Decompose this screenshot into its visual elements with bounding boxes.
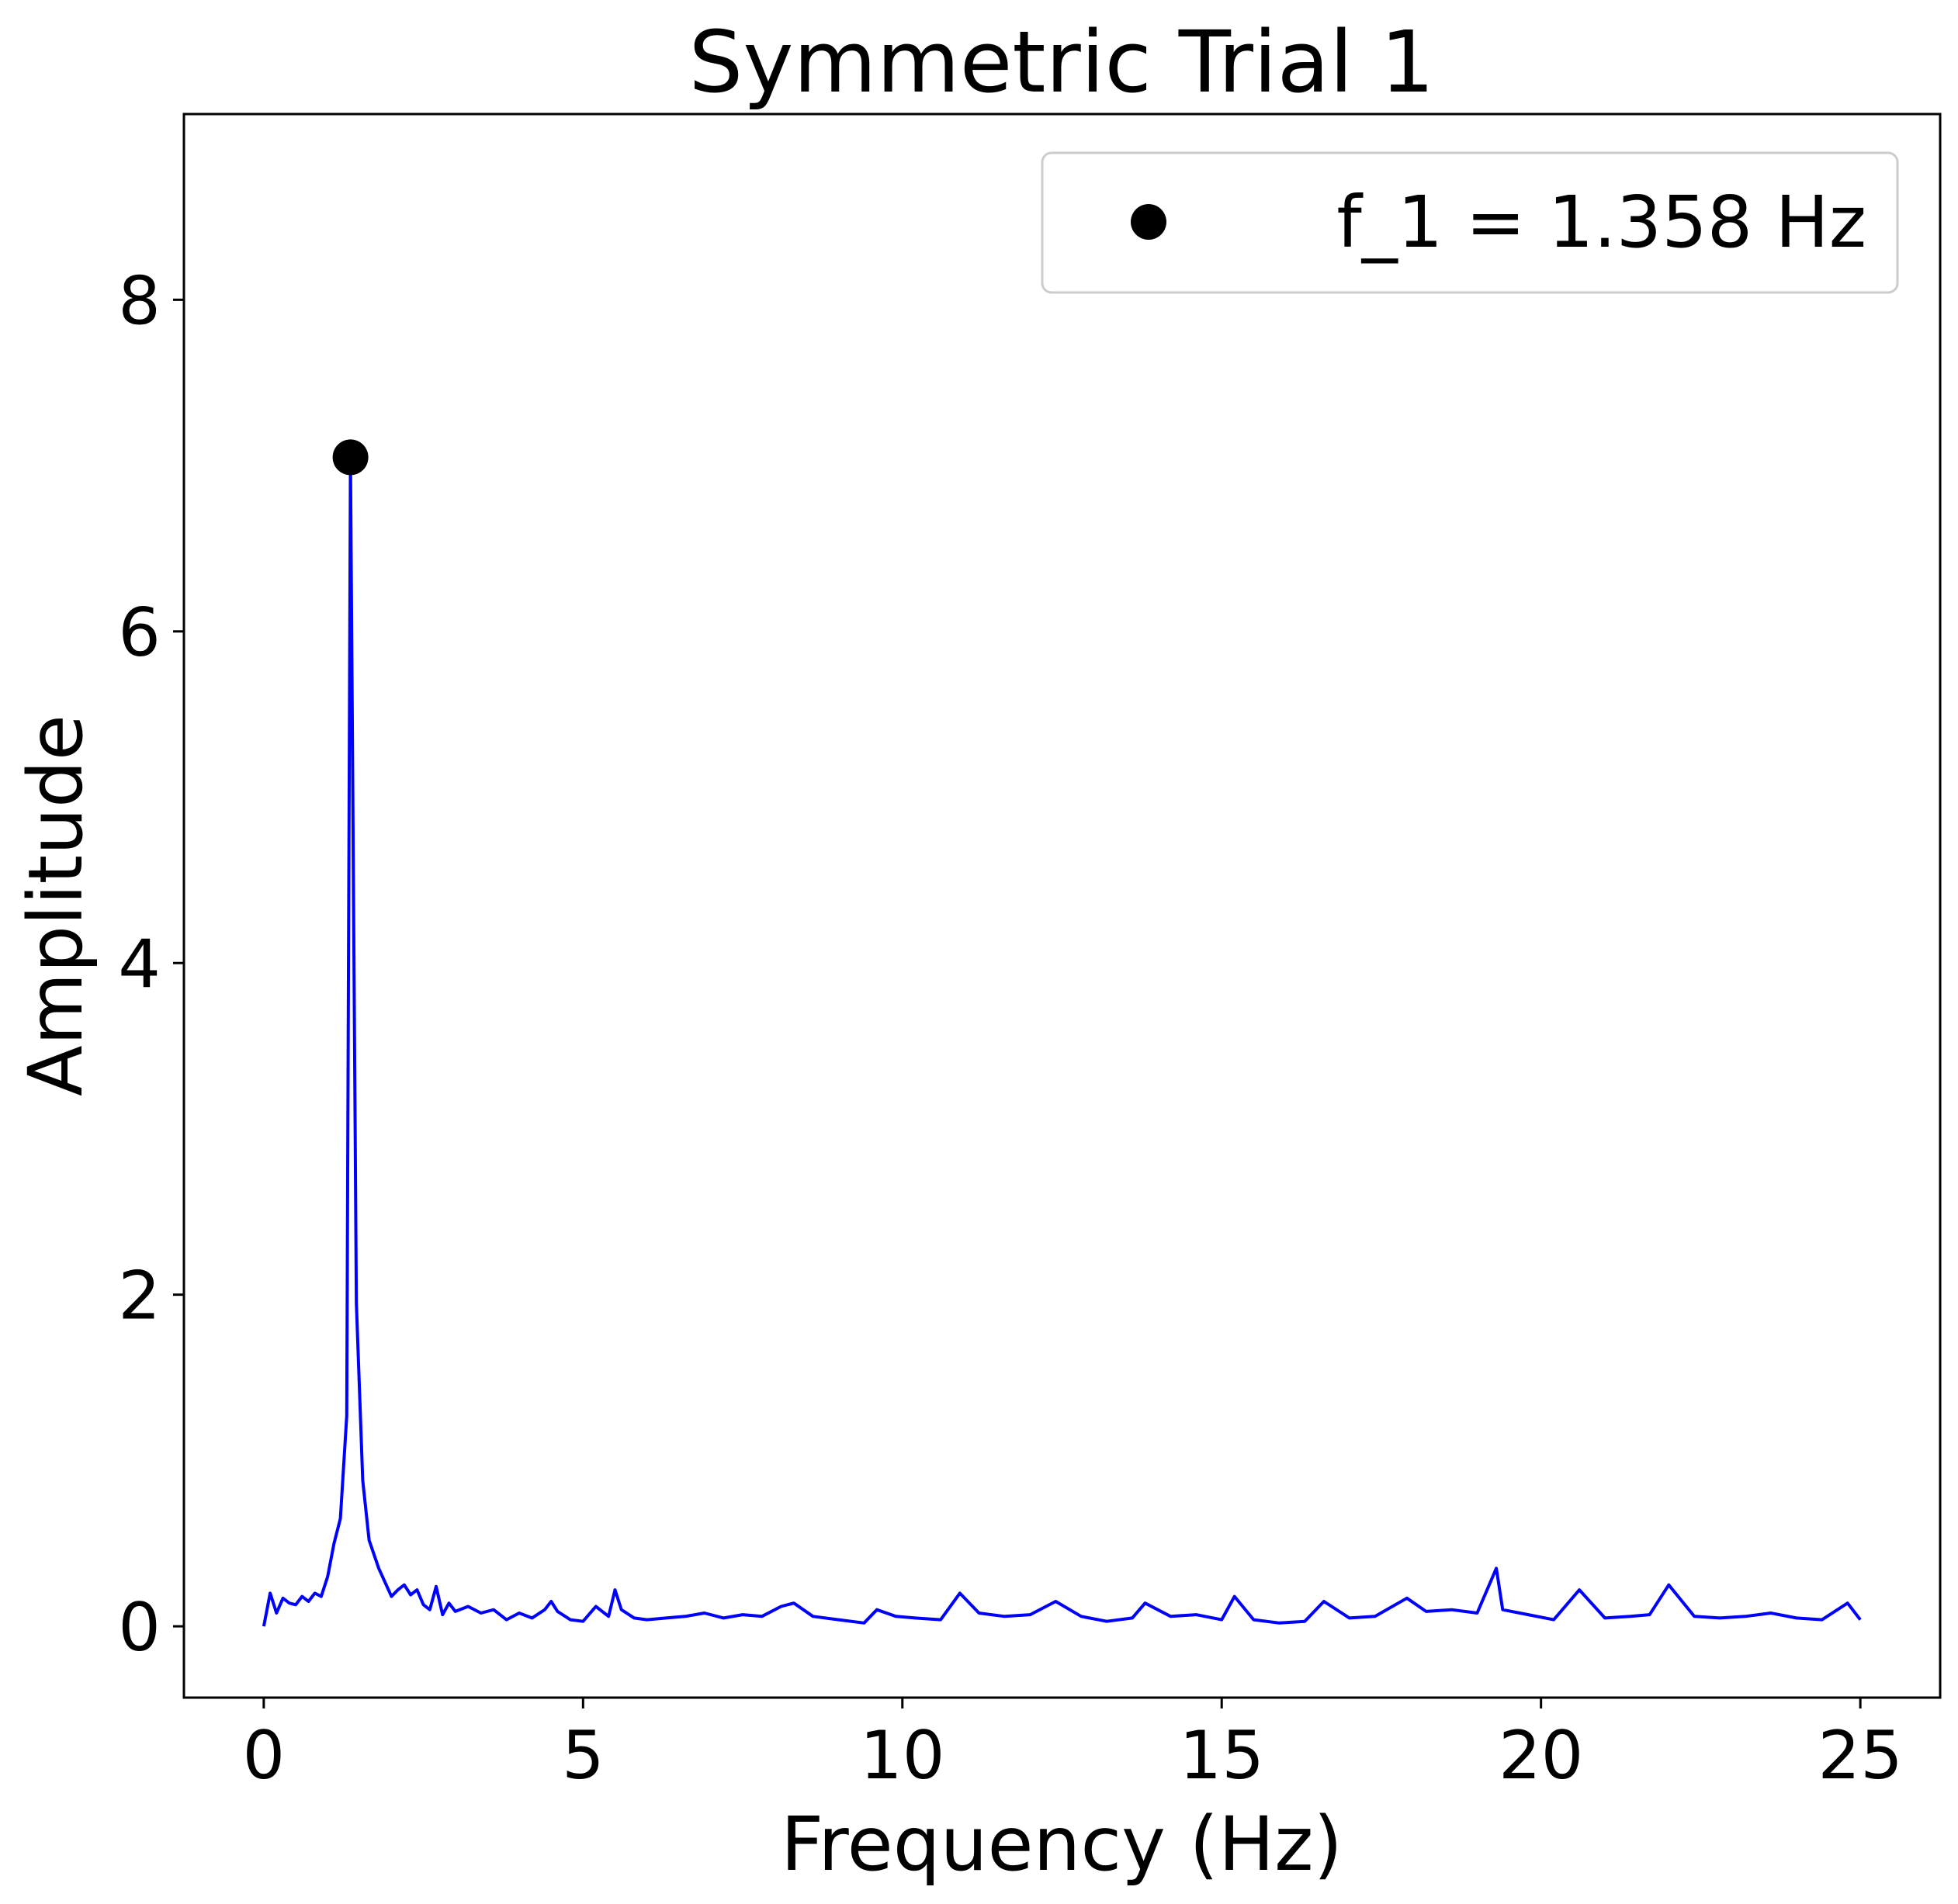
x-tick-label: 20 — [1499, 1717, 1583, 1795]
x-axis-label: Frequency (Hz) — [781, 1801, 1343, 1888]
y-tick-label: 8 — [118, 262, 161, 340]
legend-label: f_1 = 1.358 Hz — [1336, 181, 1866, 264]
x-tick-label: 0 — [243, 1717, 286, 1795]
legend-box — [1041, 151, 1899, 294]
y-tick-label: 0 — [118, 1589, 161, 1667]
y-axis-label: Amplitude — [12, 715, 99, 1096]
plot-background — [184, 114, 1940, 1698]
x-tick-label: 25 — [1818, 1717, 1902, 1795]
chart-title: Symmetric Trial 1 — [689, 12, 1435, 112]
x-tick-label: 5 — [562, 1717, 605, 1795]
peak-marker — [332, 439, 369, 476]
data-layer — [262, 439, 1862, 1627]
x-axis-ticks: 0 5 10 15 20 25 — [243, 1698, 1903, 1795]
y-tick-label: 6 — [118, 594, 161, 672]
plot-frame — [182, 113, 1942, 1699]
legend-marker-icon — [1131, 204, 1166, 240]
y-axis-ticks: 0 2 4 6 8 — [118, 262, 184, 1667]
y-tick-label: 2 — [118, 1258, 161, 1335]
x-tick-label: 15 — [1180, 1717, 1264, 1795]
legend: f_1 = 1.358 Hz — [1041, 151, 1899, 294]
y-tick-label: 4 — [118, 926, 161, 1003]
series-line-0 — [262, 455, 1862, 1627]
x-tick-label: 10 — [860, 1717, 944, 1795]
